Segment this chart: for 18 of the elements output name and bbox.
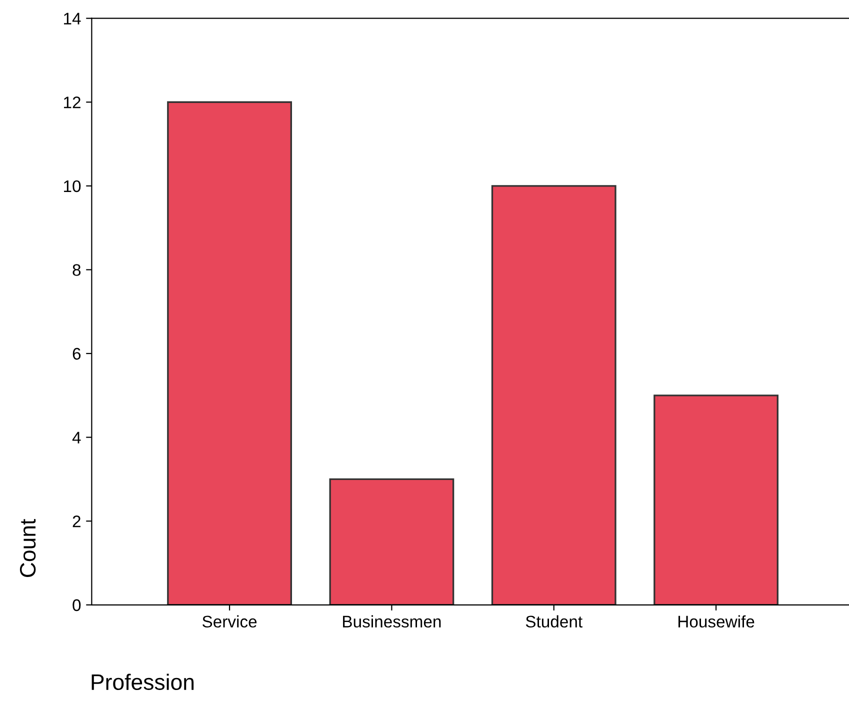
x-tick-label: Student xyxy=(526,615,582,628)
y-tick-label: 4 xyxy=(72,432,81,444)
bar xyxy=(167,101,292,605)
x-axis-title: Profession xyxy=(92,674,194,690)
x-tick-label: Service xyxy=(202,615,257,628)
bar xyxy=(654,394,778,605)
y-tick-label: 8 xyxy=(72,264,81,276)
bar xyxy=(329,478,454,605)
y-tick-label: 2 xyxy=(72,515,80,528)
bar xyxy=(491,185,616,605)
x-tick-label: Housewife xyxy=(678,615,754,628)
y-tick-label: 14 xyxy=(64,12,81,24)
x-tick-label: Businessmen xyxy=(343,615,441,628)
y-tick-label: 6 xyxy=(72,348,81,360)
y-tick-label: 0 xyxy=(72,599,81,612)
y-tick-label: 12 xyxy=(64,96,80,108)
y-tick-label: 10 xyxy=(64,180,81,192)
y-axis-title: Count xyxy=(20,518,36,577)
